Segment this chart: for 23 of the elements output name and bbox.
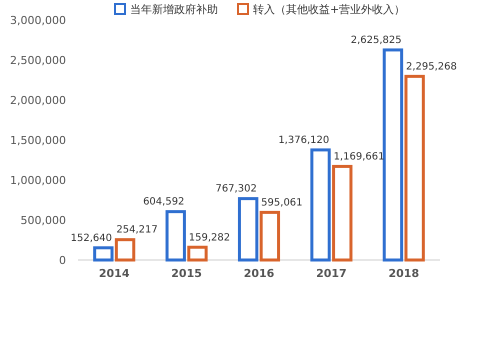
- y-tick-label: 3,000,000: [10, 14, 66, 27]
- data-label: 595,061: [261, 197, 303, 208]
- data-label: 152,640: [70, 232, 112, 244]
- x-tick-label: 2018: [388, 267, 420, 280]
- data-label: 604,592: [143, 196, 184, 208]
- legend-label: 转入（其他收益+营业外收入）: [253, 3, 406, 16]
- data-label: 2,625,825: [350, 34, 402, 46]
- data-label: 159,282: [188, 232, 230, 244]
- y-tick-label: 500,000: [20, 214, 66, 227]
- y-tick-label: 0: [59, 254, 66, 267]
- data-label: 254,217: [116, 224, 158, 236]
- x-tick-label: 2016: [244, 267, 275, 280]
- x-tick-label: 2017: [316, 267, 347, 280]
- y-tick-label: 2,500,000: [10, 54, 66, 67]
- y-tick-label: 1,500,000: [10, 134, 66, 147]
- x-tick-label: 2014: [98, 267, 130, 280]
- data-label: 767,302: [215, 184, 257, 195]
- x-tick-label: 2015: [171, 267, 202, 280]
- data-label: 2,295,268: [406, 61, 457, 72]
- y-tick-label: 2,000,000: [10, 94, 66, 107]
- data-label: 1,376,120: [278, 134, 330, 146]
- y-tick-label: 1,000,000: [10, 174, 66, 187]
- legend-label: 当年新增政府补助: [130, 3, 218, 16]
